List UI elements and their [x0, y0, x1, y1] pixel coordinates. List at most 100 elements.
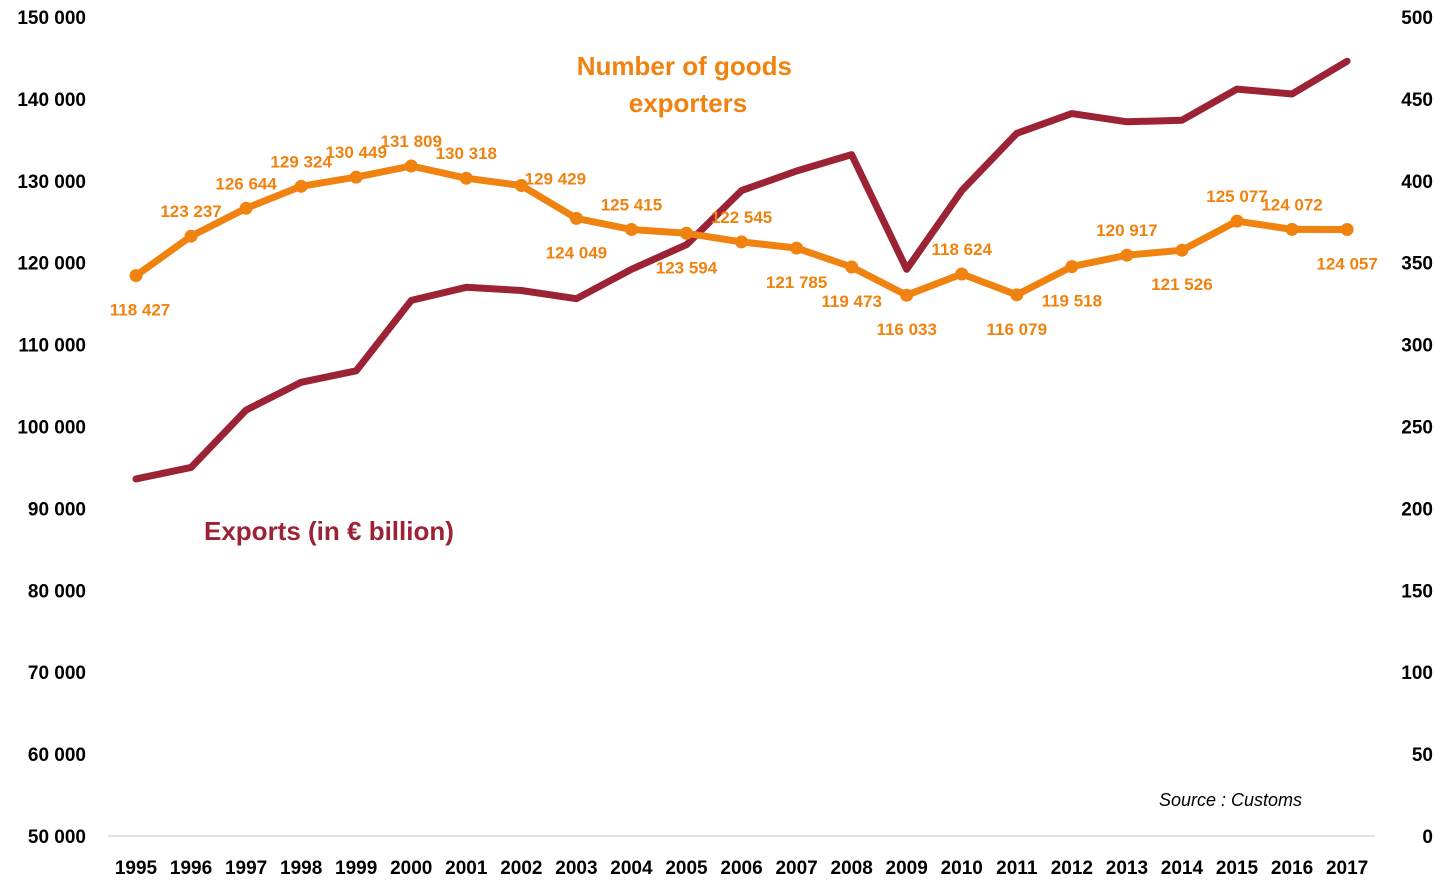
- x-axis-tick-label: 2005: [665, 858, 708, 878]
- x-axis-tick-label: 2013: [1106, 858, 1148, 878]
- exporters-data-label: 123 237: [160, 202, 221, 221]
- exporters-point: [900, 288, 914, 302]
- exporters-point: [1175, 243, 1189, 257]
- x-axis-tick-label: 1998: [280, 858, 322, 878]
- series-lines: [129, 57, 1354, 483]
- x-axis-tick-label: 2007: [775, 858, 817, 878]
- exporters-data-label: 124 072: [1261, 195, 1322, 214]
- left-axis-tick-label: 70 000: [28, 663, 86, 684]
- left-axis-tick-label: 50 000: [28, 827, 86, 848]
- exporters-point: [514, 178, 528, 192]
- exporters-data-label: 126 644: [215, 174, 277, 193]
- exporters-point: [184, 229, 198, 243]
- x-axis-tick-label: 2014: [1161, 858, 1204, 878]
- exporters-data-label: 130 318: [436, 144, 497, 163]
- exporters-data-label: 130 449: [325, 143, 386, 162]
- x-axis-tick-label: 2008: [831, 858, 873, 878]
- exporters-point: [404, 159, 418, 173]
- exporters-point: [569, 211, 583, 225]
- exporters-point: [735, 235, 749, 249]
- exporters-point: [1285, 222, 1299, 236]
- left-axis-tick-label: 90 000: [28, 499, 86, 520]
- exporters-data-label: 122 545: [711, 208, 772, 227]
- exporters-point: [845, 260, 859, 274]
- x-axis-tick-label: 2009: [886, 858, 928, 878]
- exporters-data-label: 131 809: [381, 132, 442, 151]
- x-axis-tick-label: 2012: [1051, 858, 1093, 878]
- series-label-exporters-line-2: exporters: [629, 88, 748, 118]
- right-axis-tick-label: 50: [1412, 745, 1433, 766]
- series-label-exporters-line-1: Number of goods: [577, 51, 792, 81]
- exporters-data-label: 116 033: [876, 320, 937, 339]
- exporters-point: [459, 171, 473, 185]
- exporters-point: [1230, 214, 1244, 228]
- exporters-point: [1010, 288, 1024, 302]
- exporters-point: [1340, 222, 1354, 236]
- right-axis-tick-label: 500: [1401, 8, 1433, 29]
- exporters-data-label: 121 526: [1151, 275, 1212, 294]
- left-axis-tick-label: 140 000: [17, 90, 86, 111]
- exporters-data-label: 120 917: [1096, 221, 1157, 240]
- exporters-point: [955, 267, 969, 281]
- exporters-point: [239, 201, 253, 215]
- exporters-point: [129, 269, 143, 283]
- exporters-data-label: 119 518: [1042, 292, 1103, 311]
- exporters-point: [294, 179, 308, 193]
- x-axis-tick-label: 1995: [115, 858, 158, 878]
- exporters-data-label: 125 077: [1206, 187, 1267, 206]
- source-note: Source : Customs: [1159, 790, 1302, 810]
- exporters-point: [624, 223, 638, 237]
- x-axis-tick-label: 2010: [941, 858, 983, 878]
- left-axis-tick-label: 110 000: [18, 336, 86, 357]
- x-axis-tick-label: 2017: [1326, 858, 1368, 878]
- left-axis-tick-label: 130 000: [17, 172, 86, 193]
- exporters-data-label: 129 324: [270, 152, 332, 171]
- x-axis-tick-label: 2003: [555, 858, 597, 878]
- left-axis-tick-label: 80 000: [28, 581, 86, 602]
- exporters-data-label: 116 079: [987, 320, 1048, 339]
- exporters-data-label: 119 473: [821, 292, 882, 311]
- exporters-data-label: 118 427: [110, 301, 171, 320]
- series-label-exporters: Number of goods exporters: [577, 51, 799, 118]
- exporters-data-label: 118 624: [931, 240, 992, 259]
- x-axis-tick-label: 2002: [500, 858, 542, 878]
- left-axis-tick-label: 60 000: [28, 745, 86, 766]
- right-axis-tick-label: 400: [1401, 172, 1433, 193]
- x-axis-tick-label: 1997: [225, 858, 267, 878]
- right-axis-tick-label: 300: [1401, 336, 1433, 357]
- exporters-point: [1120, 248, 1134, 262]
- exporters-data-label: 124 049: [546, 243, 607, 262]
- series-line-exports: [132, 57, 1351, 483]
- x-axis-tick-label: 1996: [170, 858, 212, 878]
- exporters-point: [680, 226, 693, 240]
- right-axis-tick-label: 200: [1401, 499, 1433, 520]
- right-axis-tick-label: 250: [1401, 418, 1433, 439]
- exporters-data-label: 123 594: [656, 258, 718, 277]
- x-axis-tick-label: 2015: [1216, 858, 1259, 878]
- x-axis-tick-label: 2004: [610, 858, 653, 878]
- left-axis-tick-label: 150 000: [17, 8, 86, 29]
- right-axis-tick-label: 450: [1401, 90, 1433, 111]
- left-axis-tick-label: 100 000: [17, 418, 86, 439]
- exporters-data-label: 124 057: [1316, 254, 1377, 273]
- exporters-point: [349, 170, 363, 184]
- right-axis-tick-label: 100: [1401, 663, 1433, 684]
- x-axis-tick-label: 2006: [720, 858, 762, 878]
- right-axis-tick-label: 150: [1401, 581, 1433, 602]
- x-axis-tick-label: 2016: [1271, 858, 1313, 878]
- exporters-data-label: 129 429: [525, 169, 586, 188]
- x-axis-tick-label: 2001: [445, 858, 488, 878]
- series-label-exports: Exports (in € billion): [204, 516, 454, 546]
- right-axis-tick-label: 350: [1401, 254, 1433, 275]
- exporters-point: [790, 241, 804, 255]
- x-axis: 1995 1996 1997 1998 1999 2000 2001 2002 2003 2004…: [115, 858, 1368, 879]
- x-axis-tick-label: 1999: [335, 858, 377, 878]
- exporters-point: [1065, 260, 1079, 274]
- right-axis-tick-label: 0: [1422, 827, 1433, 848]
- x-axis-tick-label: 2000: [390, 858, 432, 878]
- x-axis-tick-label: 2011: [996, 858, 1038, 878]
- exporters-data-label: 125 415: [601, 196, 662, 215]
- left-axis: 50 000 60 000 70 000 80 000 90 000 100 000 110…: [17, 8, 86, 848]
- left-axis-tick-label: 120 000: [17, 254, 86, 275]
